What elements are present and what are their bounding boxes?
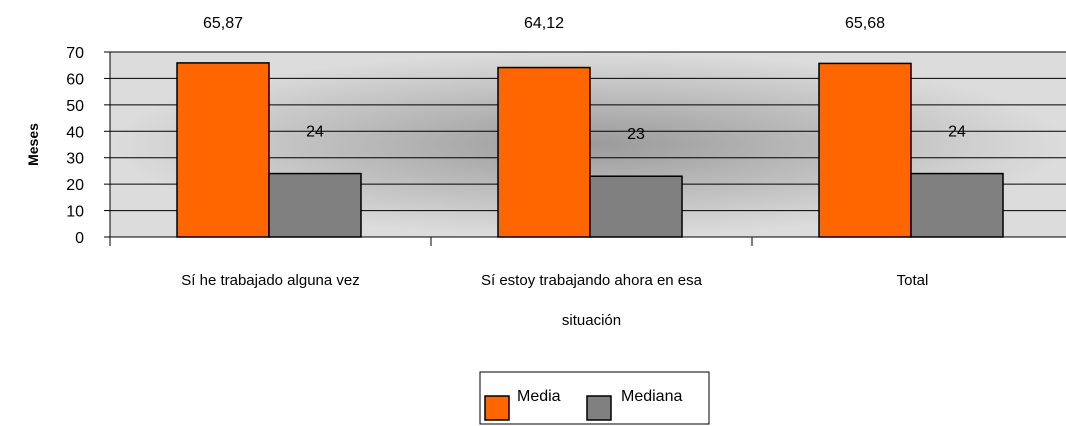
x-category-label: Sí estoy trabajando ahora en esa <box>481 272 703 289</box>
bar-media-1 <box>497 66 591 238</box>
y-tick-label: 70 <box>66 45 84 62</box>
y-tick-label: 40 <box>66 124 84 141</box>
bar-mediana-0 <box>268 172 362 238</box>
y-tick-label: 0 <box>75 230 84 247</box>
x-category-label: Total <box>897 272 929 289</box>
x-category-label: Sí he trabajado alguna vez <box>181 272 359 289</box>
data-label: 65,68 <box>845 15 885 32</box>
data-label: 23 <box>627 126 645 143</box>
y-tick-label: 10 <box>66 204 84 221</box>
bar-mediana-1 <box>589 175 683 238</box>
legend-label-mediana: Mediana <box>621 388 682 405</box>
x-category-label: situación <box>562 312 621 329</box>
legend-swatch-media <box>484 395 510 421</box>
y-tick-label: 30 <box>66 151 84 168</box>
bar-mediana-2 <box>910 172 1004 238</box>
y-tick-label: 20 <box>66 177 84 194</box>
y-axis-label: Meses <box>25 123 41 166</box>
y-tick-label: 60 <box>66 71 84 88</box>
data-label: 24 <box>948 124 966 141</box>
data-label: 24 <box>306 124 324 141</box>
legend-swatch-mediana <box>586 395 612 421</box>
legend-label-media: Media <box>517 388 561 405</box>
y-tick-label: 50 <box>66 98 84 115</box>
bar-media-2 <box>818 62 912 238</box>
bar-media-0 <box>176 62 270 238</box>
data-label: 65,87 <box>203 15 243 32</box>
data-label: 64,12 <box>524 15 564 32</box>
